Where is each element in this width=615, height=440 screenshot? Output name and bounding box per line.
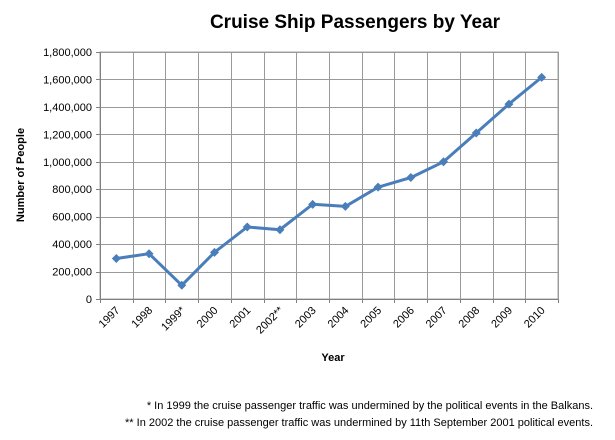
y-tick-label: 600,000 xyxy=(52,212,92,224)
x-tick-label: 2004 xyxy=(326,305,352,331)
x-tick-label: 2007 xyxy=(424,305,450,331)
y-tick-label: 1,400,000 xyxy=(43,102,92,114)
x-tick-label: 2005 xyxy=(358,305,384,331)
x-tick-label: 2001 xyxy=(228,305,254,331)
y-tick-label: 1,200,000 xyxy=(43,129,92,141)
y-tick-label: 800,000 xyxy=(52,184,92,196)
x-tick-label: 2000 xyxy=(195,305,221,331)
y-tick-label: 1,800,000 xyxy=(43,47,92,59)
x-tick-label: 2009 xyxy=(489,305,515,331)
x-tick-label: 2002** xyxy=(254,304,286,336)
y-tick-label: 400,000 xyxy=(52,239,92,251)
data-point-marker xyxy=(504,99,514,109)
data-point-marker xyxy=(373,182,383,192)
axes xyxy=(96,52,559,303)
y-tick-label: 1,000,000 xyxy=(43,157,92,169)
x-tick-label: 2008 xyxy=(457,305,483,331)
data-point-marker xyxy=(340,201,350,211)
grid xyxy=(99,51,559,300)
x-tick-labels: 1997 1998 1999* 2000 2001 2002** 2003 2004 2005 2… xyxy=(97,304,548,336)
data-point-marker xyxy=(537,72,547,82)
series-line xyxy=(116,76,543,287)
data-point-marker xyxy=(177,280,187,290)
y-tick-label: 0 xyxy=(86,294,92,306)
data-point-marker xyxy=(471,128,481,138)
data-point-marker xyxy=(111,254,121,264)
x-tick-label: 1998 xyxy=(129,305,155,331)
y-axis-title: Number of People xyxy=(15,128,27,222)
x-tick-label: 2006 xyxy=(391,305,417,331)
y-tick-label: 200,000 xyxy=(52,267,92,279)
x-tick-label: 1997 xyxy=(97,305,123,331)
data-point-marker xyxy=(210,247,219,257)
x-tick-label: 2003 xyxy=(293,305,319,331)
footnote-2002: ** In 2002 the cruise passenger traffic … xyxy=(125,417,593,429)
data-point-marker xyxy=(439,157,448,167)
footnote-1999: * In 1999 the cruise passenger traffic w… xyxy=(146,400,593,412)
x-tick-label: 2010 xyxy=(522,305,548,331)
data-point-marker xyxy=(275,225,285,235)
data-point-marker xyxy=(242,222,252,232)
x-axis-title: Year xyxy=(321,352,345,364)
data-point-marker xyxy=(144,249,154,259)
y-tick-label: 1,600,000 xyxy=(43,74,92,86)
y-tick-labels: 0 200,000 400,000 600,000 800,000 1,000,000 1,… xyxy=(43,47,92,306)
data-point-marker xyxy=(308,199,318,209)
data-point-marker xyxy=(406,173,416,183)
chart-title: Cruise Ship Passengers by Year xyxy=(210,12,501,33)
x-tick-label: 1999* xyxy=(159,304,188,333)
series xyxy=(111,72,547,290)
